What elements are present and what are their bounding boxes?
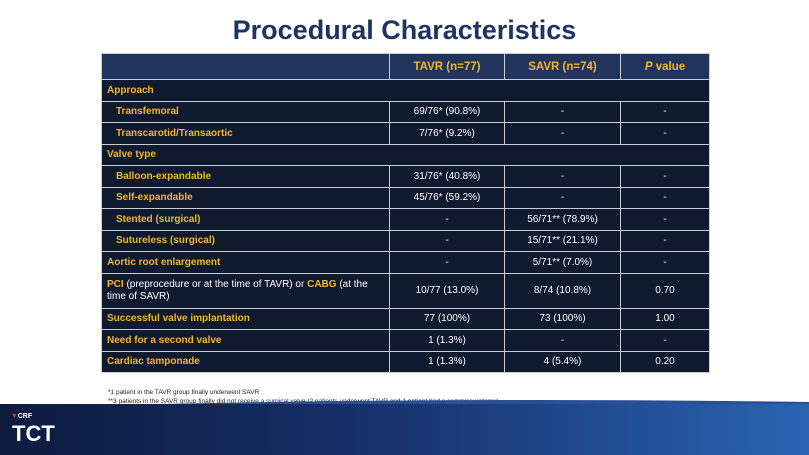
tavr-value: -: [389, 251, 505, 274]
table-row: Valve type: [101, 143, 710, 166]
p-value: -: [620, 208, 710, 231]
p-value: -: [620, 329, 710, 352]
table-row: Aortic root enlargement -5/71** (7.0%) -: [101, 251, 710, 274]
table-row: Stented (surgical) -56/71** (78.9%) -: [101, 208, 710, 231]
tavr-value: 31/76* (40.8%): [389, 165, 505, 188]
row-label: Aortic root enlargement: [101, 251, 390, 274]
tavr-value: 1 (1.3%): [389, 329, 505, 352]
header-p-value: P value: [620, 53, 710, 80]
savr-value: 5/71** (7.0%): [504, 251, 621, 274]
row-label-end: (at the time of SAVR): [107, 278, 368, 302]
table-row: Need for a second valve 1 (1.3%) - -: [101, 329, 710, 352]
row-label: Transfemoral: [101, 100, 390, 123]
tavr-value: 77 (100%): [389, 307, 505, 330]
table-row: PCI (preprocedure or at the time of TAVR…: [101, 272, 710, 309]
crf-logo: ♥CRF: [12, 411, 32, 420]
savr-value: -: [504, 100, 621, 123]
header-p-rest: value: [652, 60, 686, 73]
row-label-cabg: CABG: [307, 278, 337, 290]
tavr-value: -: [389, 229, 505, 252]
table-row: Transcarotid/Transaortic 7/76* (9.2%) - -: [101, 122, 710, 145]
header-blank: [101, 53, 390, 80]
p-value: 0.20: [620, 350, 710, 373]
section-label: Approach: [101, 79, 710, 102]
tavr-value: -: [389, 208, 505, 231]
savr-value: 73 (100%): [504, 307, 621, 330]
row-label-pci: PCI: [107, 278, 124, 290]
row-label: Cardiac tamponade: [101, 350, 390, 373]
tct-logo: TCT: [12, 421, 55, 446]
savr-value: -: [504, 122, 621, 145]
row-label: Successful valve implantation: [101, 307, 390, 330]
table-row: Successful valve implantation 77 (100%) 73…: [101, 307, 710, 330]
savr-value: -: [504, 186, 621, 209]
table-row: Cardiac tamponade 1 (1.3%) 4 (5.4%) 0.20: [101, 350, 710, 373]
table-row: Self-expandable 45/76* (59.2%) - -: [101, 186, 710, 209]
tavr-value: 1 (1.3%): [389, 350, 505, 373]
p-value: 0.70: [620, 272, 710, 309]
p-value: -: [620, 165, 710, 188]
tavr-value: 10/77 (13.0%): [389, 272, 505, 309]
row-label: Balloon-expandable: [101, 165, 390, 188]
section-label: Valve type: [101, 143, 710, 166]
row-label: Sutureless (surgical): [101, 229, 390, 252]
tavr-value: 45/76* (59.2%): [389, 186, 505, 209]
table-row: Sutureless (surgical) -15/71** (21.1%) -: [101, 229, 710, 252]
heart-icon: ♥: [12, 411, 17, 420]
header-p-italic: P: [644, 60, 653, 73]
p-value: -: [620, 229, 710, 252]
row-label: Transcarotid/Transaortic: [101, 122, 390, 145]
header-savr: SAVR (n=74): [504, 53, 621, 80]
row-label: Stented (surgical): [101, 208, 390, 231]
savr-value: -: [504, 329, 621, 352]
table-header-row: TAVR (n=77) SAVR (n=74) P value: [101, 53, 710, 80]
savr-value: -: [504, 165, 621, 188]
row-label: Self-expandable: [101, 186, 390, 209]
crf-logo-text: CRF: [17, 413, 33, 420]
footer-band: [0, 404, 809, 455]
page-title: Procedural Characteristics: [232, 15, 577, 45]
p-value: -: [620, 186, 710, 209]
row-label: Need for a second valve: [101, 329, 390, 352]
header-tavr: TAVR (n=77): [389, 53, 505, 80]
procedural-table: TAVR (n=77) SAVR (n=74) P value Approach…: [101, 53, 710, 373]
savr-value: 4 (5.4%): [504, 350, 621, 373]
p-value: -: [620, 251, 710, 274]
p-value: 1.00: [620, 307, 710, 330]
table-row: Balloon-expandable 31/76* (40.8%) - -: [101, 165, 710, 188]
footnote-1: *1 patient in the TAVR group finally und…: [108, 389, 260, 396]
row-label-mid: (preprocedure or at the time of TAVR) or: [123, 278, 308, 290]
row-label: PCI (preprocedure or at the time of TAVR…: [101, 272, 390, 309]
footnote-2: **3 patients in the SAVR group finally d…: [108, 398, 499, 405]
savr-value: 15/71** (21.1%): [504, 229, 621, 252]
table-row: Approach: [101, 79, 710, 102]
p-value: -: [620, 122, 710, 145]
p-value: -: [620, 100, 710, 123]
savr-value: 8/74 (10.8%): [504, 272, 621, 309]
tavr-value: 69/76* (90.8%): [389, 100, 505, 123]
tavr-value: 7/76* (9.2%): [389, 122, 505, 145]
table-row: Transfemoral 69/76* (90.8%) - -: [101, 100, 710, 123]
savr-value: 56/71** (78.9%): [504, 208, 621, 231]
